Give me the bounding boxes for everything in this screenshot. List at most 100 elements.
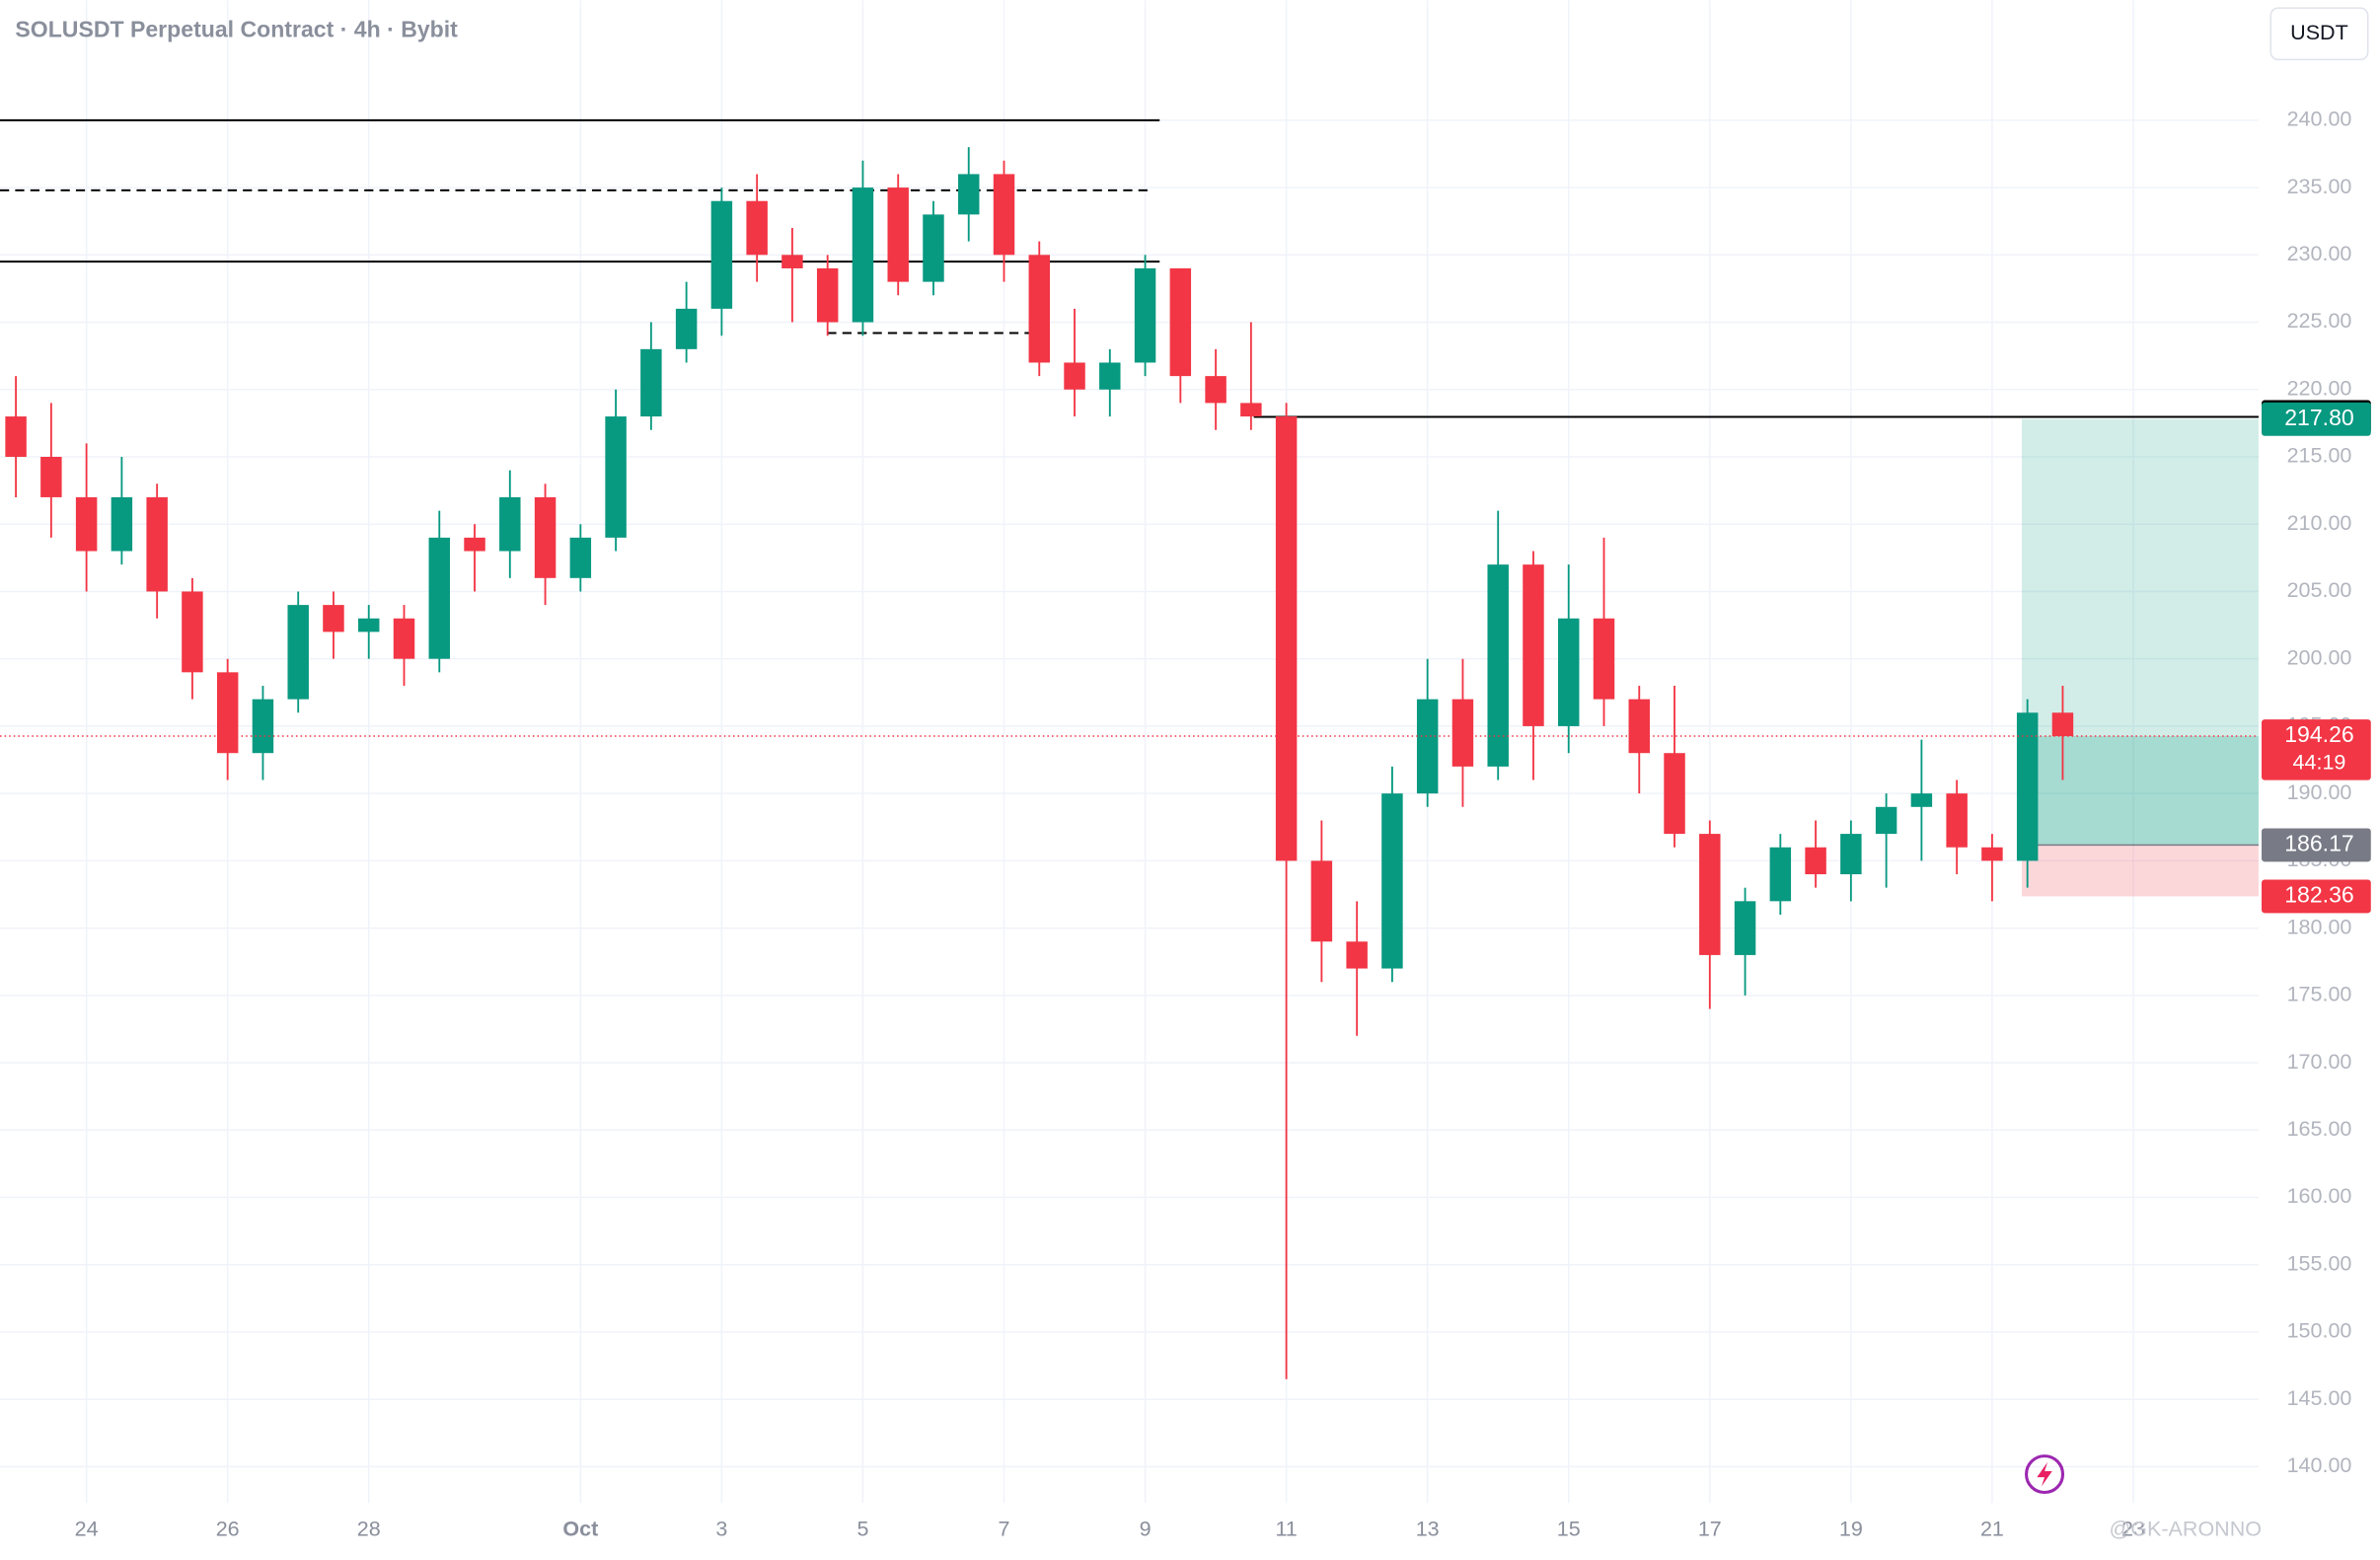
candle-body xyxy=(1628,699,1650,754)
countdown-label: 44:19 xyxy=(2293,750,2346,774)
y-tick-label: 210.00 xyxy=(2287,511,2352,535)
currency-label[interactable]: USDT xyxy=(2290,21,2348,44)
y-tick-label: 200.00 xyxy=(2287,645,2352,669)
y-tick-label: 190.00 xyxy=(2287,780,2352,804)
candle-body xyxy=(75,496,98,552)
candle-body xyxy=(1346,941,1368,969)
x-tick-label: 21 xyxy=(1980,1518,2004,1541)
candle-body xyxy=(1028,255,1050,363)
x-tick-label: Oct xyxy=(562,1518,598,1541)
price-tag xyxy=(2262,719,2371,780)
candle-body xyxy=(182,591,203,673)
candle-body xyxy=(1381,793,1403,969)
candle-body xyxy=(1451,699,1474,767)
price-tag-label: 217.80 xyxy=(2284,405,2354,430)
candle-body xyxy=(499,496,521,552)
candle-body xyxy=(1064,362,1085,390)
candle-body xyxy=(1523,564,1544,726)
x-tick-label: 19 xyxy=(1839,1518,1863,1541)
x-tick-label: 28 xyxy=(357,1518,381,1541)
x-tick-label: 9 xyxy=(1140,1518,1152,1541)
candle-body xyxy=(958,174,980,215)
candle-body xyxy=(40,457,62,497)
candle-body xyxy=(393,618,415,659)
candle-body xyxy=(1699,834,1721,955)
x-tick-label: 11 xyxy=(1275,1518,1297,1541)
candle-body xyxy=(816,267,839,323)
x-tick-label: 3 xyxy=(715,1518,727,1541)
candle-body xyxy=(1981,847,2003,861)
y-tick-label: 150.00 xyxy=(2287,1319,2352,1343)
candle-body xyxy=(605,416,627,538)
y-tick-label: 225.00 xyxy=(2287,309,2352,333)
candle-body xyxy=(1205,376,1227,404)
plot xyxy=(0,118,2259,1379)
candle-body xyxy=(1416,699,1439,794)
candle-body xyxy=(781,255,803,268)
price-tag-label: 182.36 xyxy=(2284,882,2354,908)
candle-body xyxy=(428,537,450,659)
y-tick-label: 155.00 xyxy=(2287,1251,2352,1275)
price-tag xyxy=(2262,402,2371,436)
y-tick-label: 180.00 xyxy=(2287,915,2352,938)
watermark: @GK-ARONNO xyxy=(2109,1518,2262,1541)
chart-title: SOLUSDT Perpetual Contract · 4h · Bybit xyxy=(15,16,458,41)
grid xyxy=(0,0,2259,1504)
candle-body xyxy=(710,200,733,309)
y-tick-label: 140.00 xyxy=(2287,1453,2352,1477)
candle-body xyxy=(1310,860,1333,942)
overlay: 140.00 145.00 150.00 155.00 160.00 165.00 170.… xyxy=(75,108,2371,1541)
icon-bolt[interactable] xyxy=(2037,1461,2052,1487)
price-tag-label: 186.17 xyxy=(2284,831,2354,856)
x-tick-label: 24 xyxy=(75,1518,99,1541)
candle-body xyxy=(993,174,1015,256)
candle-body xyxy=(358,618,380,632)
candle-body xyxy=(1910,793,1933,807)
currency-button[interactable] xyxy=(2269,7,2369,61)
y-tick-label: 240.00 xyxy=(2287,108,2352,131)
candle-body xyxy=(569,537,592,578)
x-tick-label: 5 xyxy=(856,1518,868,1541)
candle-body xyxy=(1875,806,1897,835)
candle-body xyxy=(1240,403,1262,417)
candle-body xyxy=(1487,564,1509,767)
x-tick-label: 23 xyxy=(2121,1518,2145,1541)
candle-body xyxy=(5,416,27,458)
y-tick-label: 220.00 xyxy=(2287,376,2352,400)
y-tick-label: 165.00 xyxy=(2287,1117,2352,1141)
candle-body xyxy=(746,200,768,256)
candle-body xyxy=(1664,753,1685,835)
lightning-icon[interactable] xyxy=(2025,1454,2065,1495)
candle-body xyxy=(1134,267,1156,363)
candle-body xyxy=(923,214,944,282)
candle-body xyxy=(887,187,909,282)
y-tick-label: 175.00 xyxy=(2287,983,2352,1006)
x-tick-label: 17 xyxy=(1698,1518,1722,1541)
candle-body xyxy=(1275,416,1298,861)
candle-body xyxy=(1946,793,1968,848)
candle-body xyxy=(1805,847,1826,875)
candle-body xyxy=(323,605,344,632)
candle-body xyxy=(675,308,698,349)
icon-circle[interactable] xyxy=(2025,1454,2065,1495)
candle-body xyxy=(2016,712,2039,861)
candle-body xyxy=(1558,618,1580,726)
x-tick-label: 7 xyxy=(999,1518,1010,1541)
stop-zone xyxy=(2021,845,2259,897)
candle-body xyxy=(1169,267,1192,377)
candle-body xyxy=(1593,618,1615,700)
target-zone xyxy=(2021,418,2259,846)
price-tag xyxy=(2262,879,2371,914)
candle-body xyxy=(1099,362,1121,390)
open-profit-zone xyxy=(2021,736,2259,846)
price-tag xyxy=(2262,828,2371,862)
candle-body xyxy=(534,496,557,578)
y-tick-label: 160.00 xyxy=(2287,1184,2352,1208)
candle-body xyxy=(252,699,274,754)
candle-body xyxy=(1840,834,1862,875)
candle-body xyxy=(1734,901,1756,955)
candle-body xyxy=(216,672,239,754)
candle-body xyxy=(852,187,874,323)
